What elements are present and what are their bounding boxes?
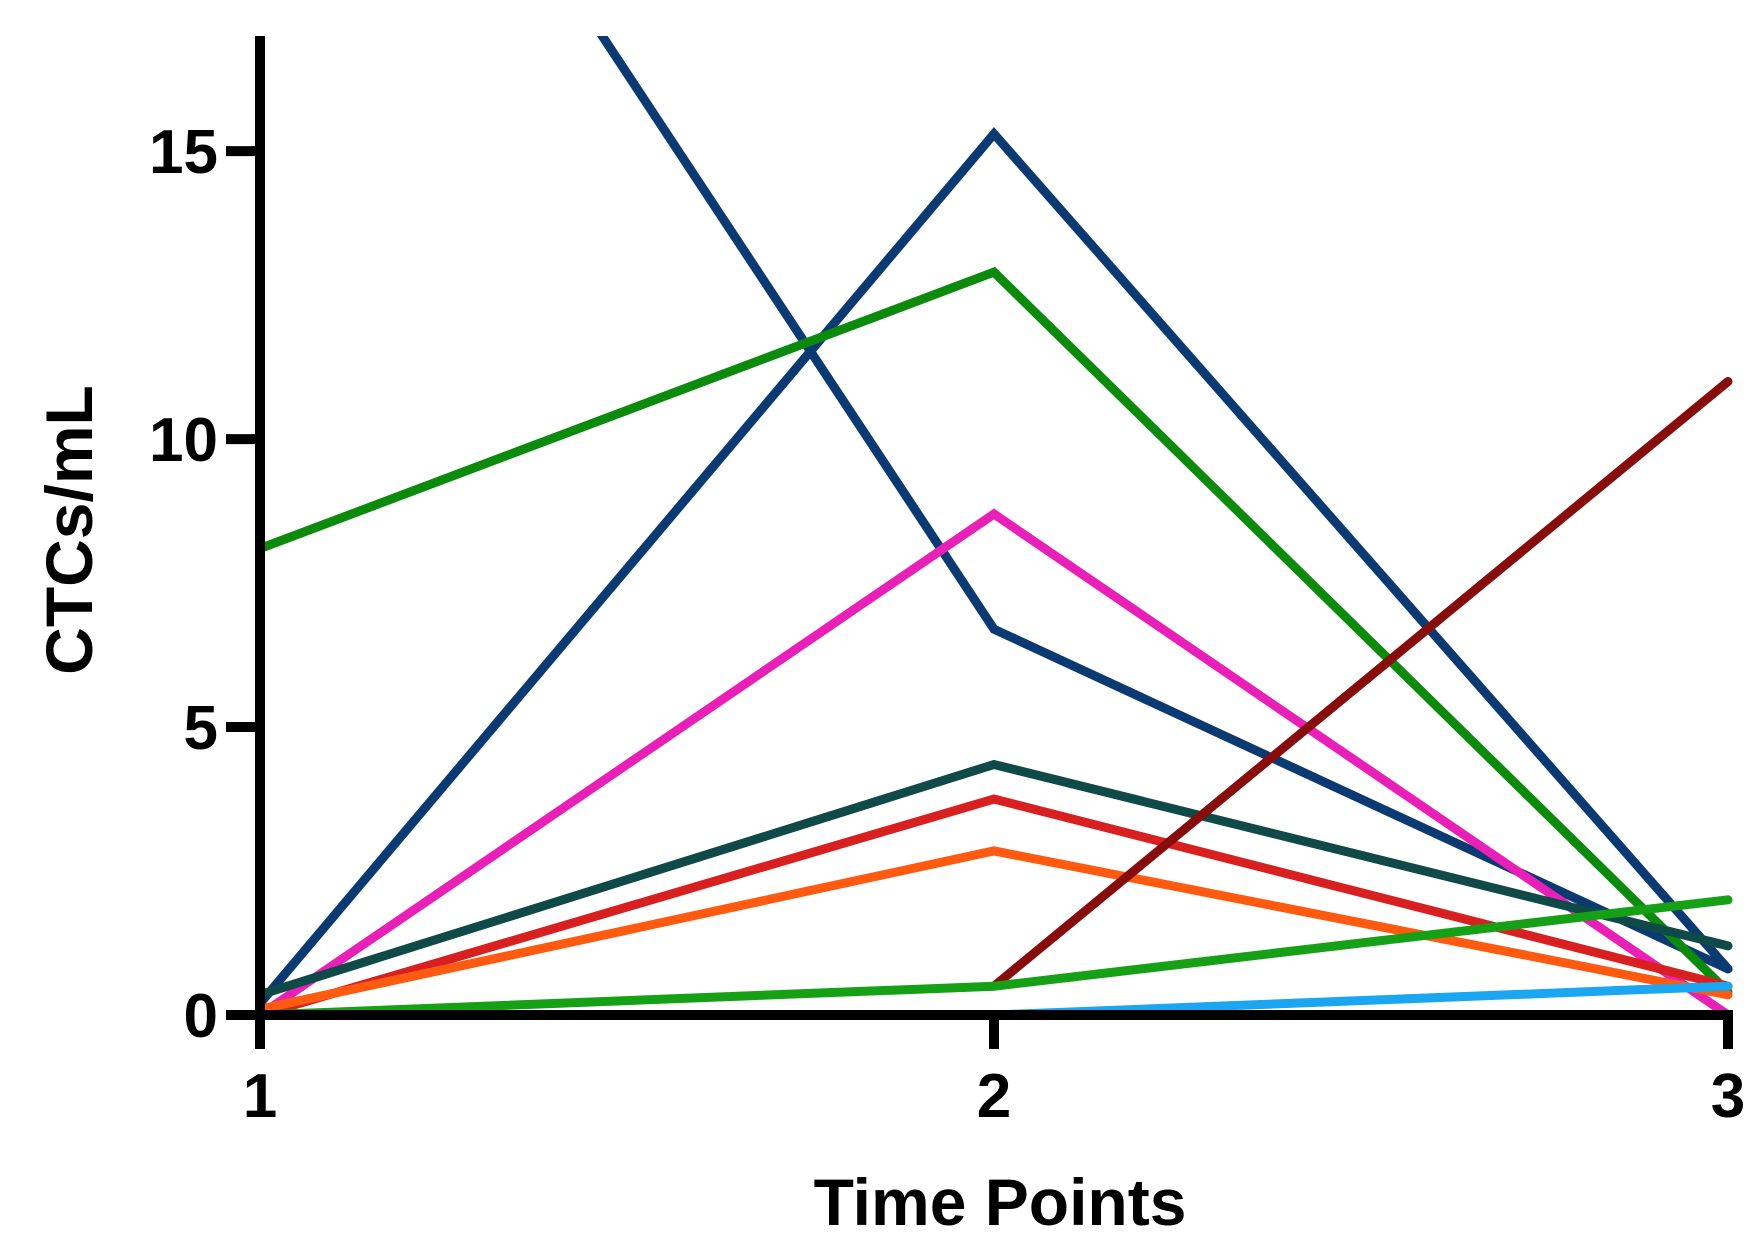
series-layer bbox=[258, 36, 1733, 1020]
series-line-2 bbox=[258, 127, 1733, 1008]
y-tick-label: 10 bbox=[149, 406, 218, 475]
series-line-7 bbox=[258, 846, 1733, 1014]
series-line-5 bbox=[258, 759, 1733, 1000]
series-line-9 bbox=[258, 895, 1733, 1020]
series-line-8 bbox=[989, 377, 1733, 991]
axes-layer bbox=[226, 36, 1733, 1049]
series-line-3 bbox=[258, 266, 1733, 997]
y-axis-title: CTCs/mL bbox=[32, 385, 106, 675]
series-line-4 bbox=[258, 508, 1733, 1020]
y-tick-label: 5 bbox=[184, 694, 218, 763]
series-line-1 bbox=[596, 36, 1733, 974]
series-line-6 bbox=[258, 794, 1733, 1020]
y-tick-label: 0 bbox=[184, 982, 218, 1051]
x-tick-label: 3 bbox=[1711, 1062, 1745, 1131]
x-tick-label: 1 bbox=[243, 1062, 277, 1131]
labels-layer: 0 5 10 15 1 2 3 bbox=[149, 118, 1745, 1131]
y-tick-label: 15 bbox=[149, 118, 218, 187]
x-axis-title: Time Points bbox=[814, 1165, 1187, 1239]
x-tick-label: 2 bbox=[977, 1062, 1011, 1131]
